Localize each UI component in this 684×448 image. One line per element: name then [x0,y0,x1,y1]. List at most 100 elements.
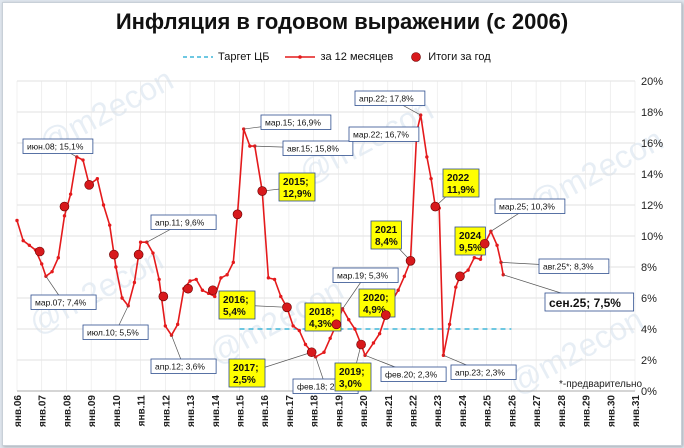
monthly-point [175,322,180,327]
annotation-box [150,358,217,374]
monthly-point [322,350,326,354]
annotation-box [150,214,217,230]
monthly-point [21,238,25,243]
annotation-label: 3,0% [339,379,362,390]
annotation-label: фев.18; 2,2% [297,382,350,392]
monthly-point [163,324,168,328]
y-tick-label: 4% [641,324,657,336]
annotation-box [82,324,149,340]
monthly-point [81,158,85,162]
monthly-point [472,256,477,260]
annotation-box [228,358,266,388]
annual-point [207,285,218,296]
monthly-point [272,277,277,282]
chart-title: Инфляция в годовом выражении (с 2006) [115,9,569,34]
monthly-point [15,218,19,223]
monthly-point [291,324,295,328]
monthly-point [347,318,351,322]
x-tick-label: янв.29 [582,395,593,427]
legend-target-label: Таргет ЦБ [218,51,270,63]
monthly-point [200,288,205,292]
y-tick-label: 10% [641,231,663,243]
y-tick-label: 8% [641,262,657,274]
monthly-point [108,223,112,227]
annual-point [133,249,144,260]
monthly-point [313,355,318,359]
annotation-label: 2016; [223,295,249,306]
annual-point [257,186,268,196]
x-tick-label: янв.16 [260,395,271,427]
legend-item-target: Таргет ЦБ [183,51,269,63]
annotation-label: авг.15; 15,8% [287,144,339,154]
annotation-label: 5,4% [223,307,246,318]
annotation-label: 11,9% [447,185,475,196]
x-tick-label: янв.09 [87,395,98,427]
y-tick-label: 16% [641,138,663,150]
annotation-label: 8,4% [375,237,398,248]
monthly-point [297,328,302,333]
annotation-label: 2019; [339,367,365,378]
annual-point [306,347,317,358]
legend-monthly-label: за 12 месяцев [320,51,394,63]
annotation-box [544,292,635,312]
annotation-label: апр.22; 17,8% [359,94,414,104]
annual-point [84,180,94,190]
monthly-point [418,113,423,117]
x-tick-label: янв.31 [631,395,642,427]
x-tick-label: янв.25 [483,395,494,427]
annual-point [34,246,45,257]
monthly-point [114,265,118,269]
annotation-box [30,294,97,310]
x-tick-label: янв.30 [606,395,617,427]
annual-point [282,302,292,313]
annotation-label: 2018; [309,307,335,318]
annotation-label: мар.19; 5,3% [337,271,389,281]
x-tick-label: янв.15 [235,395,246,427]
monthly-point [40,262,44,266]
monthly-point [499,260,503,265]
x-tick-label: янв.13 [186,395,197,427]
annual-point [479,238,490,249]
annotation-label: 12,9% [283,189,311,200]
annotation-label: 2024 [459,231,482,242]
y-tick-label: 20% [641,76,663,88]
y-tick-label: 6% [641,293,657,305]
annotation-label: мар.15; 16,9% [265,118,321,128]
monthly-point [377,331,382,336]
y-tick-label: 18% [641,107,663,119]
monthly-point [95,176,100,181]
monthly-point [466,268,470,272]
monthly-point [213,294,217,299]
monthly-point [27,243,32,247]
monthly-point [56,256,60,260]
x-tick-label: янв.10 [112,395,123,427]
annotation-label: 2021 [375,225,398,236]
annotation-label: 2015; [283,177,309,188]
monthly-point [279,294,283,299]
monthly-point [266,276,271,280]
x-tick-label: янв.22 [409,395,420,427]
monthly-point [447,322,452,327]
annotation-box [282,140,354,156]
x-tick-label: янв.21 [384,395,395,427]
x-tick-label: янв.06 [13,395,24,427]
annotation-box [278,172,316,202]
monthly-point [396,288,400,292]
annotation-box [354,90,426,106]
annual-point [356,339,366,350]
monthly-point [402,274,407,278]
annotation-label: 2,5% [233,375,256,386]
annotation-box [218,290,256,320]
x-tick-label: янв.19 [334,395,345,427]
x-tick-label: янв.23 [433,395,444,427]
annotation-box [260,114,332,130]
y-tick-label: 2% [641,355,657,367]
legend-item-monthly: за 12 месяцев [285,51,393,63]
x-tick-label: янв.27 [532,395,543,427]
monthly-point [353,327,357,331]
legend-item-annual: Итоги за год [409,51,491,63]
monthly-point [120,296,124,300]
annual-point [331,319,342,330]
x-tick-label: янв.11 [137,395,148,427]
annotation-box [494,198,566,214]
